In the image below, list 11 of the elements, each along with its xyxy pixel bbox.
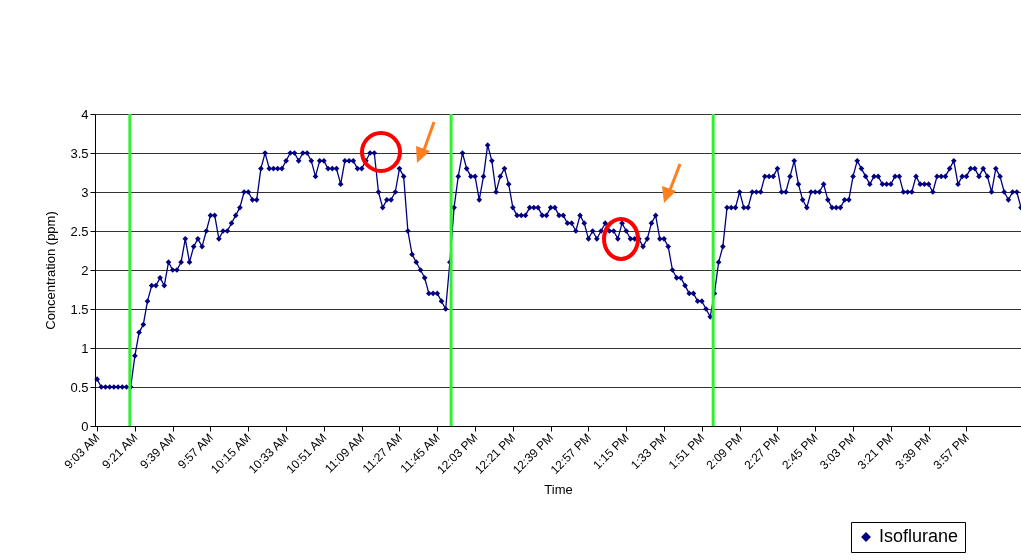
y-tick-label: 0.5 xyxy=(70,379,89,395)
y-tick-label: 1 xyxy=(81,340,89,356)
y-axis-title: Concentration (ppm) xyxy=(43,211,59,330)
x-axis-title: Time xyxy=(544,482,573,498)
y-tick-label: 3.5 xyxy=(70,145,89,161)
y-tick-label: 2.5 xyxy=(70,223,89,239)
y-tick-label: 4 xyxy=(81,106,89,122)
y-tick-label: 1.5 xyxy=(70,301,89,317)
y-tick-label: 3 xyxy=(81,184,89,200)
y-tick-label: 2 xyxy=(81,262,89,278)
legend-label: Isoflurane xyxy=(879,526,959,546)
